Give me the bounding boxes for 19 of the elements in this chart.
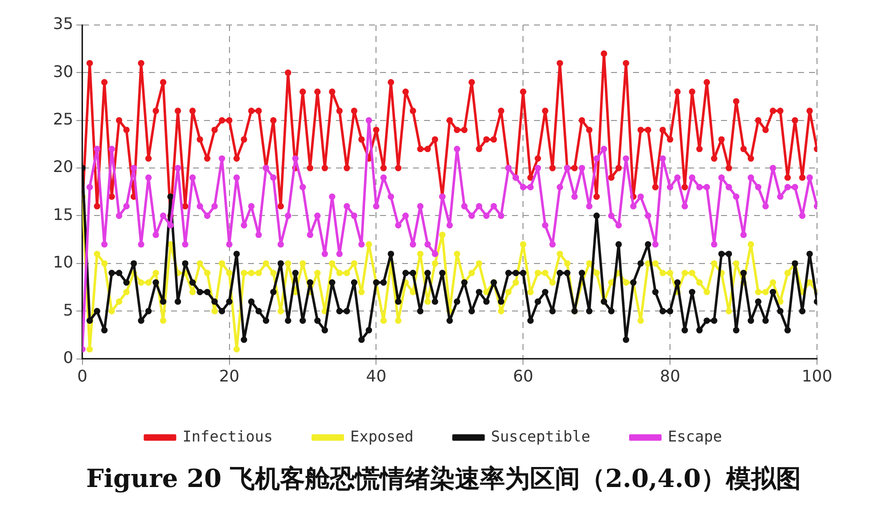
legend-label: Susceptible bbox=[491, 427, 590, 446]
y-tick-label: 25 bbox=[53, 110, 74, 129]
text: Figure 20 飞机客舱恐慌情绪染速率为区间（2.0,4.0）模拟图 bbox=[85, 463, 802, 495]
y-tick-label: 10 bbox=[53, 252, 74, 272]
legend-label: Infectious bbox=[182, 427, 273, 446]
legend-label: Exposed bbox=[350, 427, 414, 446]
y-tick-label: 35 bbox=[53, 14, 74, 34]
legend-label: Escape bbox=[668, 427, 722, 446]
x-tick-label: 40 bbox=[366, 366, 386, 386]
y-tick-label: 0 bbox=[63, 348, 74, 367]
y-tick-label: 20 bbox=[53, 157, 74, 176]
x-tick-label: 0 bbox=[77, 366, 88, 386]
y-tick-label: 30 bbox=[53, 62, 74, 81]
y-tick-label: 15 bbox=[53, 204, 74, 224]
x-tick-label: 20 bbox=[219, 366, 240, 386]
x-tick-label: 80 bbox=[660, 366, 680, 386]
y-tick-label: 5 bbox=[63, 300, 74, 320]
x-tick-label: 60 bbox=[512, 366, 534, 386]
x-tick-label: 100 bbox=[802, 366, 832, 386]
